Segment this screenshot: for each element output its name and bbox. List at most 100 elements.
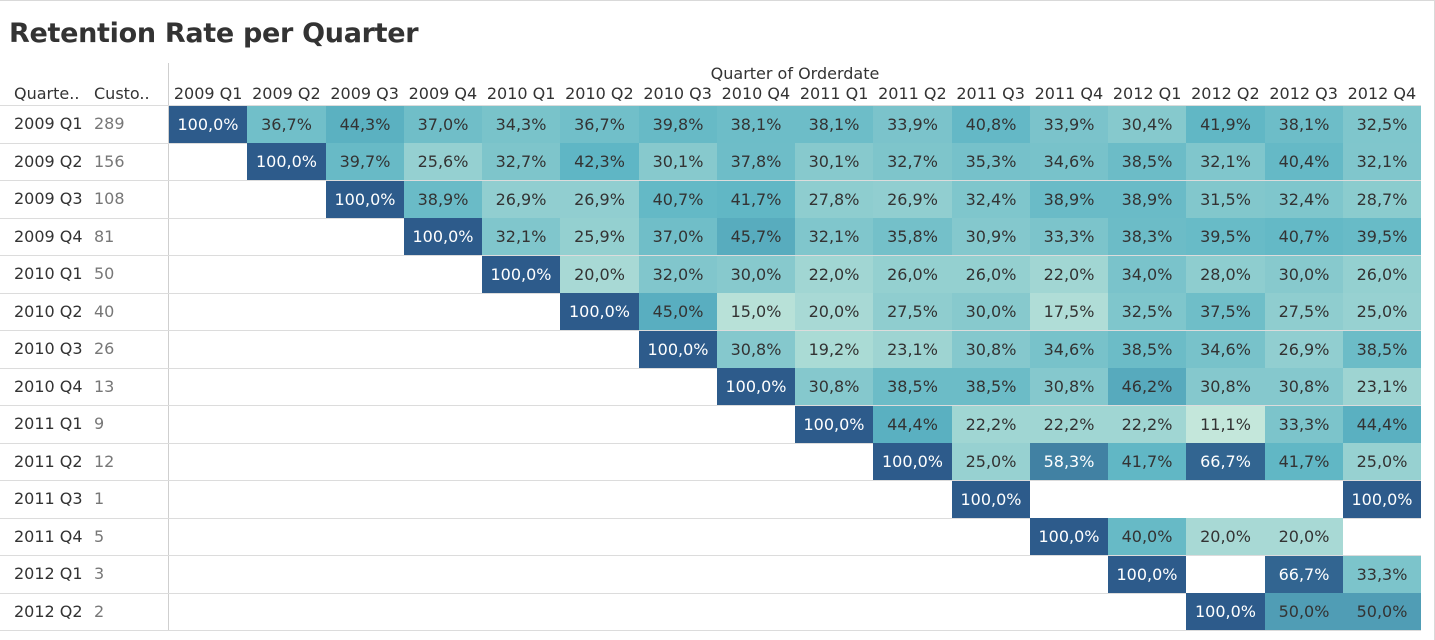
row-label[interactable]: 2012 Q1 xyxy=(14,564,83,583)
heatmap-cell[interactable]: 38,9% xyxy=(1108,180,1186,218)
heatmap-cell[interactable]: 100,0% xyxy=(1343,480,1421,518)
heatmap-cell[interactable]: 26,9% xyxy=(1265,330,1343,368)
heatmap-cell[interactable]: 33,3% xyxy=(1265,405,1343,443)
heatmap-cell[interactable]: 44,3% xyxy=(326,105,404,143)
heatmap-cell[interactable]: 17,5% xyxy=(1030,293,1108,331)
heatmap-cell[interactable]: 30,4% xyxy=(1108,105,1186,143)
heatmap-cell[interactable]: 58,3% xyxy=(1030,443,1108,481)
heatmap-cell[interactable]: 37,5% xyxy=(1186,293,1265,331)
heatmap-cell[interactable]: 26,9% xyxy=(482,180,560,218)
heatmap-cell[interactable]: 35,8% xyxy=(873,218,952,256)
heatmap-cell[interactable]: 38,1% xyxy=(795,105,873,143)
heatmap-cell[interactable]: 37,8% xyxy=(717,143,795,181)
heatmap-cell[interactable]: 32,0% xyxy=(639,255,717,293)
heatmap-cell[interactable]: 26,0% xyxy=(873,255,952,293)
heatmap-cell[interactable]: 32,7% xyxy=(482,143,560,181)
heatmap-cell[interactable]: 41,7% xyxy=(717,180,795,218)
heatmap-cell[interactable]: 100,0% xyxy=(873,443,952,481)
heatmap-cell[interactable]: 26,9% xyxy=(560,180,639,218)
heatmap-cell[interactable]: 33,3% xyxy=(1030,218,1108,256)
column-header[interactable]: 2010 Q3 xyxy=(643,84,712,103)
heatmap-cell[interactable]: 19,2% xyxy=(795,330,873,368)
heatmap-cell[interactable]: 30,0% xyxy=(1265,255,1343,293)
heatmap-cell[interactable]: 32,1% xyxy=(482,218,560,256)
heatmap-cell[interactable]: 100,0% xyxy=(1108,555,1186,593)
heatmap-cell[interactable]: 27,5% xyxy=(873,293,952,331)
heatmap-cell[interactable]: 100,0% xyxy=(560,293,639,331)
column-header[interactable]: 2009 Q1 xyxy=(173,84,243,103)
heatmap-cell[interactable]: 100,0% xyxy=(639,330,717,368)
column-header[interactable]: 2010 Q1 xyxy=(486,84,556,103)
row-label[interactable]: 2012 Q2 xyxy=(14,601,83,621)
heatmap-cell[interactable]: 45,7% xyxy=(717,218,795,256)
heatmap-cell[interactable]: 26,9% xyxy=(873,180,952,218)
heatmap-cell[interactable]: 25,9% xyxy=(560,218,639,256)
heatmap-cell[interactable]: 36,7% xyxy=(247,105,326,143)
heatmap-cell[interactable]: 38,5% xyxy=(952,368,1030,406)
heatmap-cell[interactable]: 37,0% xyxy=(639,218,717,256)
row-label[interactable]: 2009 Q4 xyxy=(14,226,83,246)
heatmap-cell[interactable]: 33,9% xyxy=(873,105,952,143)
heatmap-cell[interactable]: 23,1% xyxy=(873,330,952,368)
column-header[interactable]: 2012 Q1 xyxy=(1112,84,1182,103)
heatmap-cell[interactable]: 36,7% xyxy=(560,105,639,143)
row-label[interactable]: 2011 Q3 xyxy=(14,489,83,508)
heatmap-cell[interactable]: 33,9% xyxy=(1030,105,1108,143)
heatmap-cell[interactable]: 20,0% xyxy=(560,255,639,293)
heatmap-cell[interactable]: 22,2% xyxy=(1108,405,1186,443)
heatmap-cell[interactable]: 22,0% xyxy=(1030,255,1108,293)
column-header[interactable]: 2010 Q4 xyxy=(721,84,791,103)
heatmap-cell[interactable]: 100,0% xyxy=(952,480,1030,518)
heatmap-cell[interactable]: 41,7% xyxy=(1265,443,1343,481)
heatmap-cell[interactable]: 30,0% xyxy=(717,255,795,293)
heatmap-cell[interactable]: 20,0% xyxy=(1186,518,1265,556)
row-header-quarter[interactable]: Quarte.. xyxy=(14,84,80,103)
row-header-customers[interactable]: Custo.. xyxy=(94,84,150,103)
heatmap-cell[interactable]: 26,0% xyxy=(1343,255,1421,293)
heatmap-cell[interactable]: 15,0% xyxy=(717,293,795,331)
heatmap-cell[interactable]: 38,9% xyxy=(1030,180,1108,218)
heatmap-cell[interactable]: 38,3% xyxy=(1108,218,1186,256)
heatmap-cell[interactable]: 32,4% xyxy=(1265,180,1343,218)
heatmap-cell[interactable]: 37,0% xyxy=(404,105,482,143)
heatmap-cell[interactable]: 46,2% xyxy=(1108,368,1186,406)
heatmap-cell[interactable]: 100,0% xyxy=(482,255,560,293)
heatmap-cell[interactable]: 30,0% xyxy=(952,293,1030,331)
column-header[interactable]: 2009 Q4 xyxy=(408,84,478,103)
heatmap-cell[interactable]: 28,7% xyxy=(1343,180,1421,218)
heatmap-cell[interactable]: 34,6% xyxy=(1030,330,1108,368)
heatmap-cell[interactable]: 25,0% xyxy=(1343,443,1421,481)
row-label[interactable]: 2009 Q2 xyxy=(14,151,83,171)
heatmap-cell[interactable]: 45,0% xyxy=(639,293,717,331)
heatmap-cell[interactable]: 44,4% xyxy=(873,405,952,443)
heatmap-cell[interactable]: 30,8% xyxy=(952,330,1030,368)
heatmap-cell[interactable]: 34,6% xyxy=(1186,330,1265,368)
heatmap-cell[interactable]: 66,7% xyxy=(1186,443,1265,481)
heatmap-cell[interactable]: 28,0% xyxy=(1186,255,1265,293)
heatmap-cell[interactable]: 38,1% xyxy=(1265,105,1343,143)
heatmap-cell[interactable]: 11,1% xyxy=(1186,405,1265,443)
heatmap-cell[interactable]: 27,8% xyxy=(795,180,873,218)
heatmap-cell[interactable]: 27,5% xyxy=(1265,293,1343,331)
heatmap-cell[interactable]: 30,8% xyxy=(717,330,795,368)
heatmap-cell[interactable]: 41,7% xyxy=(1108,443,1186,481)
heatmap-cell[interactable]: 40,0% xyxy=(1108,518,1186,556)
heatmap-cell[interactable]: 33,3% xyxy=(1343,555,1421,593)
heatmap-cell[interactable]: 39,7% xyxy=(326,143,404,181)
heatmap-cell[interactable]: 34,0% xyxy=(1108,255,1186,293)
heatmap-cell[interactable]: 32,1% xyxy=(795,218,873,256)
heatmap-cell[interactable]: 32,1% xyxy=(1343,143,1421,181)
heatmap-cell[interactable]: 41,9% xyxy=(1186,105,1265,143)
heatmap-cell[interactable]: 25,6% xyxy=(404,143,482,181)
heatmap-cell[interactable]: 38,5% xyxy=(1108,330,1186,368)
heatmap-cell[interactable]: 100,0% xyxy=(326,180,404,218)
heatmap-cell[interactable]: 44,4% xyxy=(1343,405,1421,443)
heatmap-cell[interactable]: 39,5% xyxy=(1186,218,1265,256)
heatmap-cell[interactable]: 50,0% xyxy=(1265,593,1343,631)
row-label[interactable]: 2009 Q3 xyxy=(14,189,83,208)
heatmap-cell[interactable]: 38,1% xyxy=(717,105,795,143)
heatmap-cell[interactable]: 20,0% xyxy=(1265,518,1343,556)
heatmap-cell[interactable]: 39,8% xyxy=(639,105,717,143)
heatmap-cell[interactable]: 42,3% xyxy=(560,143,639,181)
heatmap-cell[interactable]: 30,9% xyxy=(952,218,1030,256)
